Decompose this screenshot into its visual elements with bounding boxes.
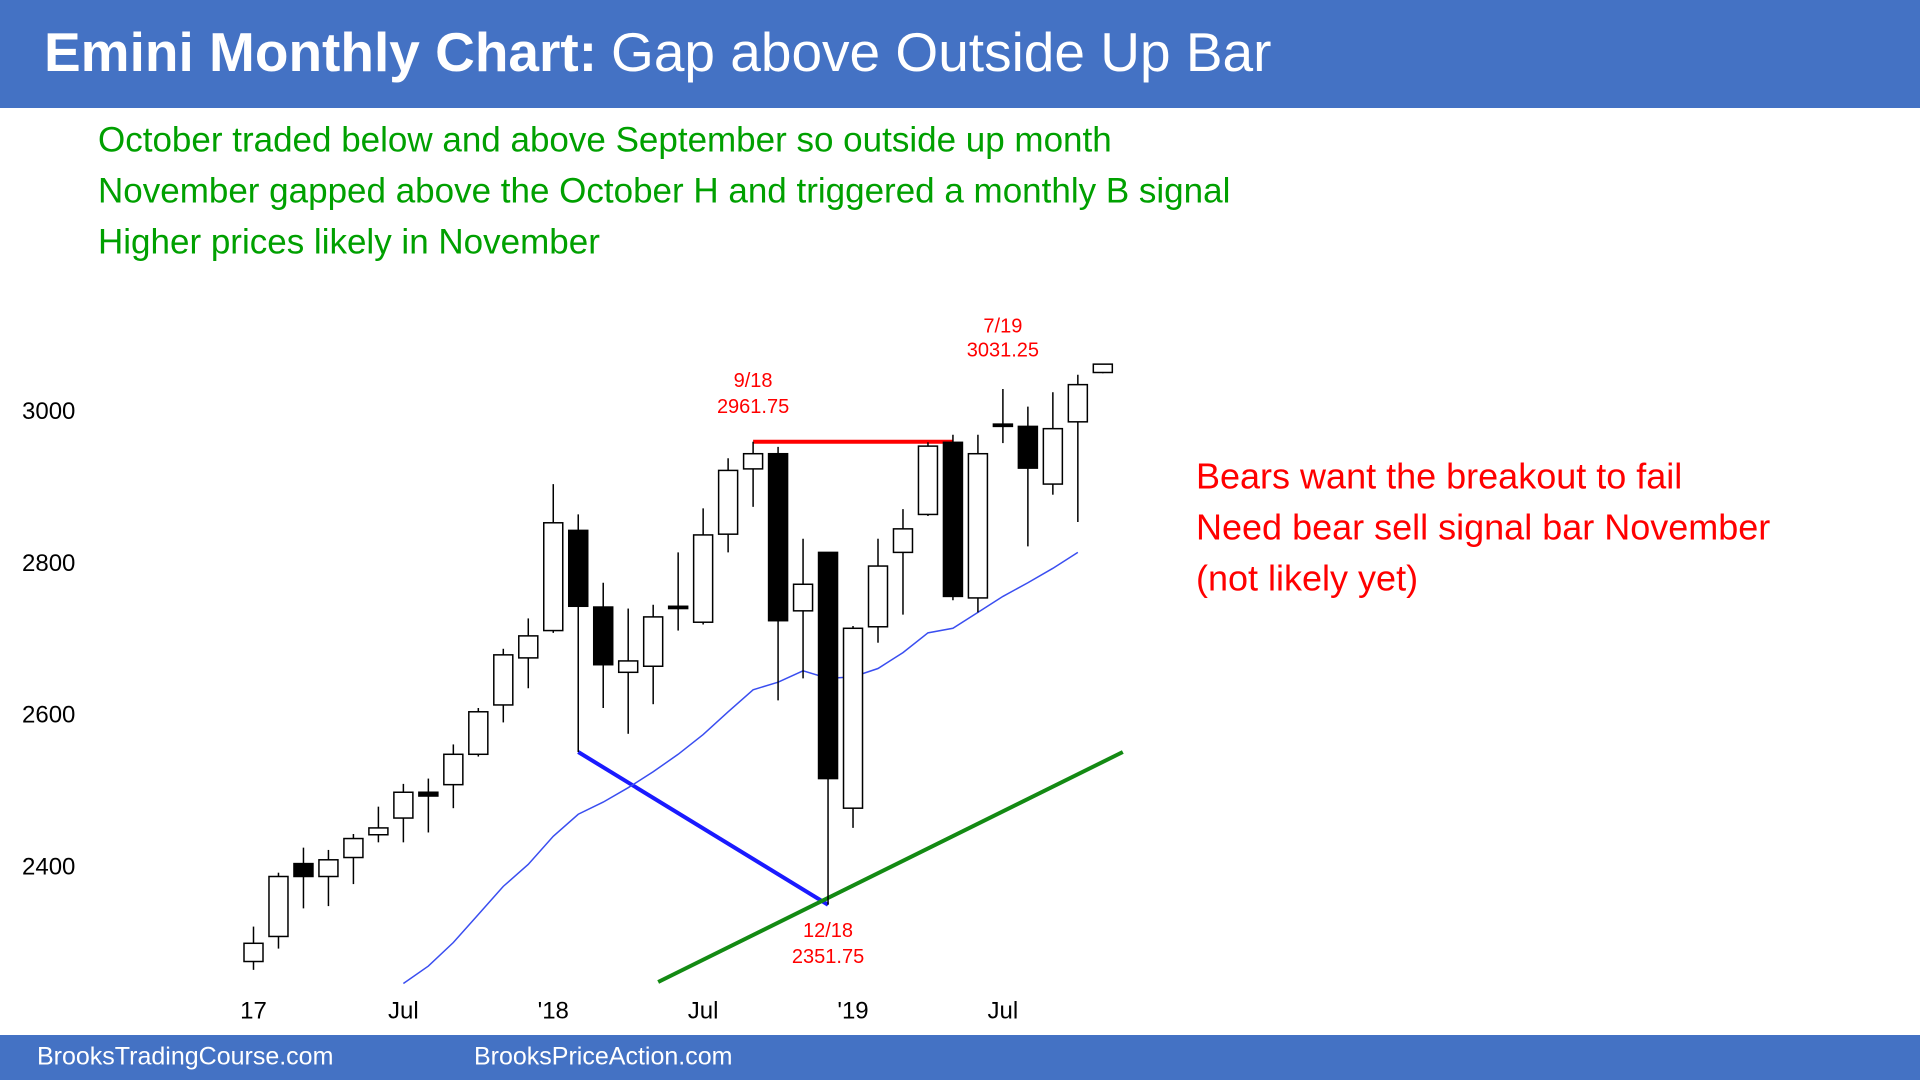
candle-body [567,529,589,608]
candle-body [518,635,539,659]
footer-text: BrooksPriceAction.com [474,1043,732,1071]
candle-body [842,627,864,809]
candle-body [543,522,564,632]
candle-body [1092,363,1114,374]
footer-text: BrooksTradingCourse.com [37,1043,333,1071]
x-tick-label: Jul [988,997,1019,1024]
candle-body [642,616,664,667]
x-tick-label: Jul [688,997,719,1024]
candle-body [967,452,989,599]
y-tick-label: 2600 [22,702,75,729]
subtitle: Gap above Outside Up Bar [611,21,1271,83]
x-tick-label: 17 [240,997,267,1024]
candle-body [667,605,689,610]
note: October traded below and above September… [98,120,1112,159]
candle-body [493,654,514,706]
annotation-date: 12/18 [803,920,853,942]
candle-body [468,711,489,756]
candle-body [318,859,339,878]
note: November gapped above the October H and … [98,171,1230,210]
candle-body [1042,427,1064,485]
trend-line [577,750,830,907]
candle-body [393,791,414,819]
footer-bar [0,1035,1920,1080]
candle-body [443,753,464,786]
candle-body [293,862,314,878]
candle-body [592,606,614,666]
annotation-price: 2351.75 [792,946,864,968]
annotation-price: 3031.25 [967,339,1039,361]
y-tick-label: 2400 [22,853,75,880]
candle-body [792,583,814,612]
candle-body [817,551,839,780]
candle-body [368,827,389,836]
candle-body [617,660,639,674]
candle-body [1067,383,1089,423]
candle-body [992,423,1014,428]
y-tick-label: 2800 [22,550,75,577]
note: (not likely yet) [1196,558,1418,599]
annotation-date: 7/19 [983,315,1022,337]
candle-body [418,791,439,797]
y-tick-label: 3000 [22,398,75,425]
annotation-date: 9/18 [734,370,773,392]
title: Emini Monthly Chart: Gap above Outside Up… [44,21,1271,83]
note: Need bear sell signal bar November [1196,507,1770,548]
x-tick-label: '18 [538,997,569,1024]
note: Bears want the breakout to fail [1196,456,1682,497]
x-tick-label: Jul [388,997,419,1024]
candle-body [1017,425,1039,469]
x-tick-label: '19 [837,997,868,1024]
candle-body [343,837,364,859]
candle-body [892,528,914,554]
candle-body [867,565,889,628]
note: Higher prices likely in November [98,222,600,261]
candle-body [717,469,739,535]
candle-body [742,452,764,470]
candle-body [917,445,939,516]
trend-line [657,750,1124,984]
candle-body [268,875,289,938]
candle-body [243,942,264,963]
candle-body [692,534,714,623]
annotation-price: 2961.75 [717,396,789,418]
title-bar [0,0,1920,108]
candle-body [767,452,789,622]
moving-average [402,551,1079,985]
title-bold: Emini Monthly Chart: [44,21,597,83]
candle-body [942,441,964,598]
